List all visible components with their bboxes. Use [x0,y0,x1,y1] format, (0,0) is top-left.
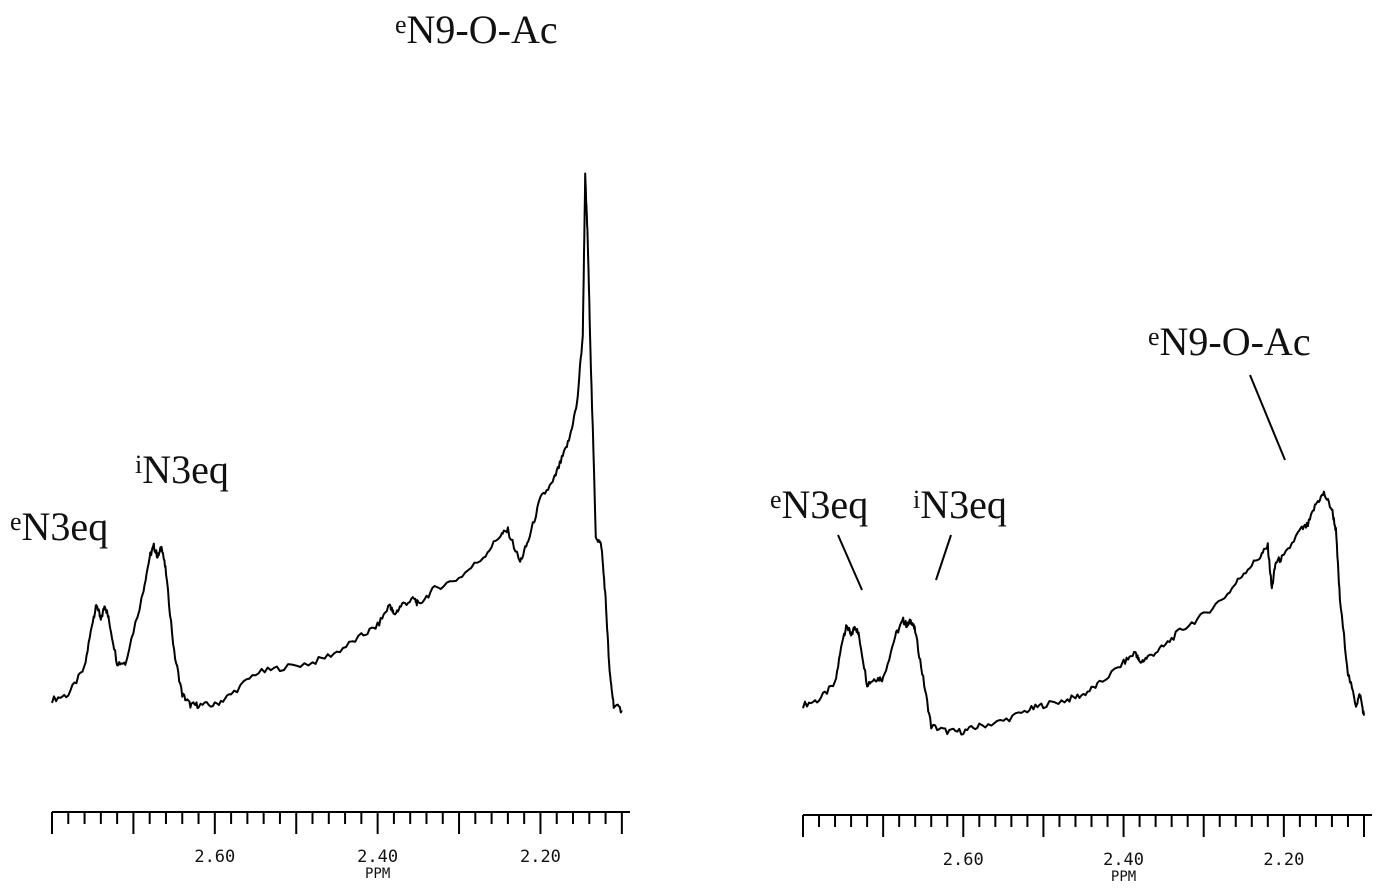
x-tick-label: 2.60 [943,850,984,870]
peak-annotation-text: N3eq [920,482,1007,527]
peak-annotation-prefix: e [1148,322,1160,351]
peak-annotation-label: eN9-O-Ac [395,7,558,52]
peak-annotation-label: eN9-O-Ac [1148,319,1311,364]
x-tick-label: 2.40 [1103,850,1144,870]
spectrum-trace [51,172,623,714]
peak-leader-line [1249,374,1286,461]
x-axis-title: PPM [1111,869,1136,885]
peak-annotation-label: iN3eq [913,482,1007,527]
peak-annotation-text: N3eq [782,482,869,527]
spectrum-trace [802,490,1365,736]
x-axis-title: PPM [365,866,390,882]
peak-annotation-prefix: e [770,485,782,514]
peak-annotation-label: eN3eq [770,482,868,527]
peak-leader-line [837,534,863,591]
x-tick-label: 2.20 [1263,850,1304,870]
x-tick-label: 2.20 [520,847,561,867]
x-tick-label: 2.40 [357,847,398,867]
x-tick-label: 2.60 [194,847,235,867]
peak-annotation-prefix: i [135,450,142,479]
peak-annotation-prefix: i [913,485,920,514]
peak-annotation-text: N9-O-Ac [407,7,558,52]
peak-annotation-prefix: e [10,507,22,536]
peak-annotation-label: eN3eq [10,504,108,549]
peak-annotation-label: iN3eq [135,447,229,492]
peak-annotation-prefix: e [395,10,407,39]
peak-annotation-text: N3eq [22,504,109,549]
peak-annotation-text: N3eq [142,447,229,492]
peak-leader-line [935,534,952,581]
peak-annotation-text: N9-O-Ac [1160,319,1311,364]
